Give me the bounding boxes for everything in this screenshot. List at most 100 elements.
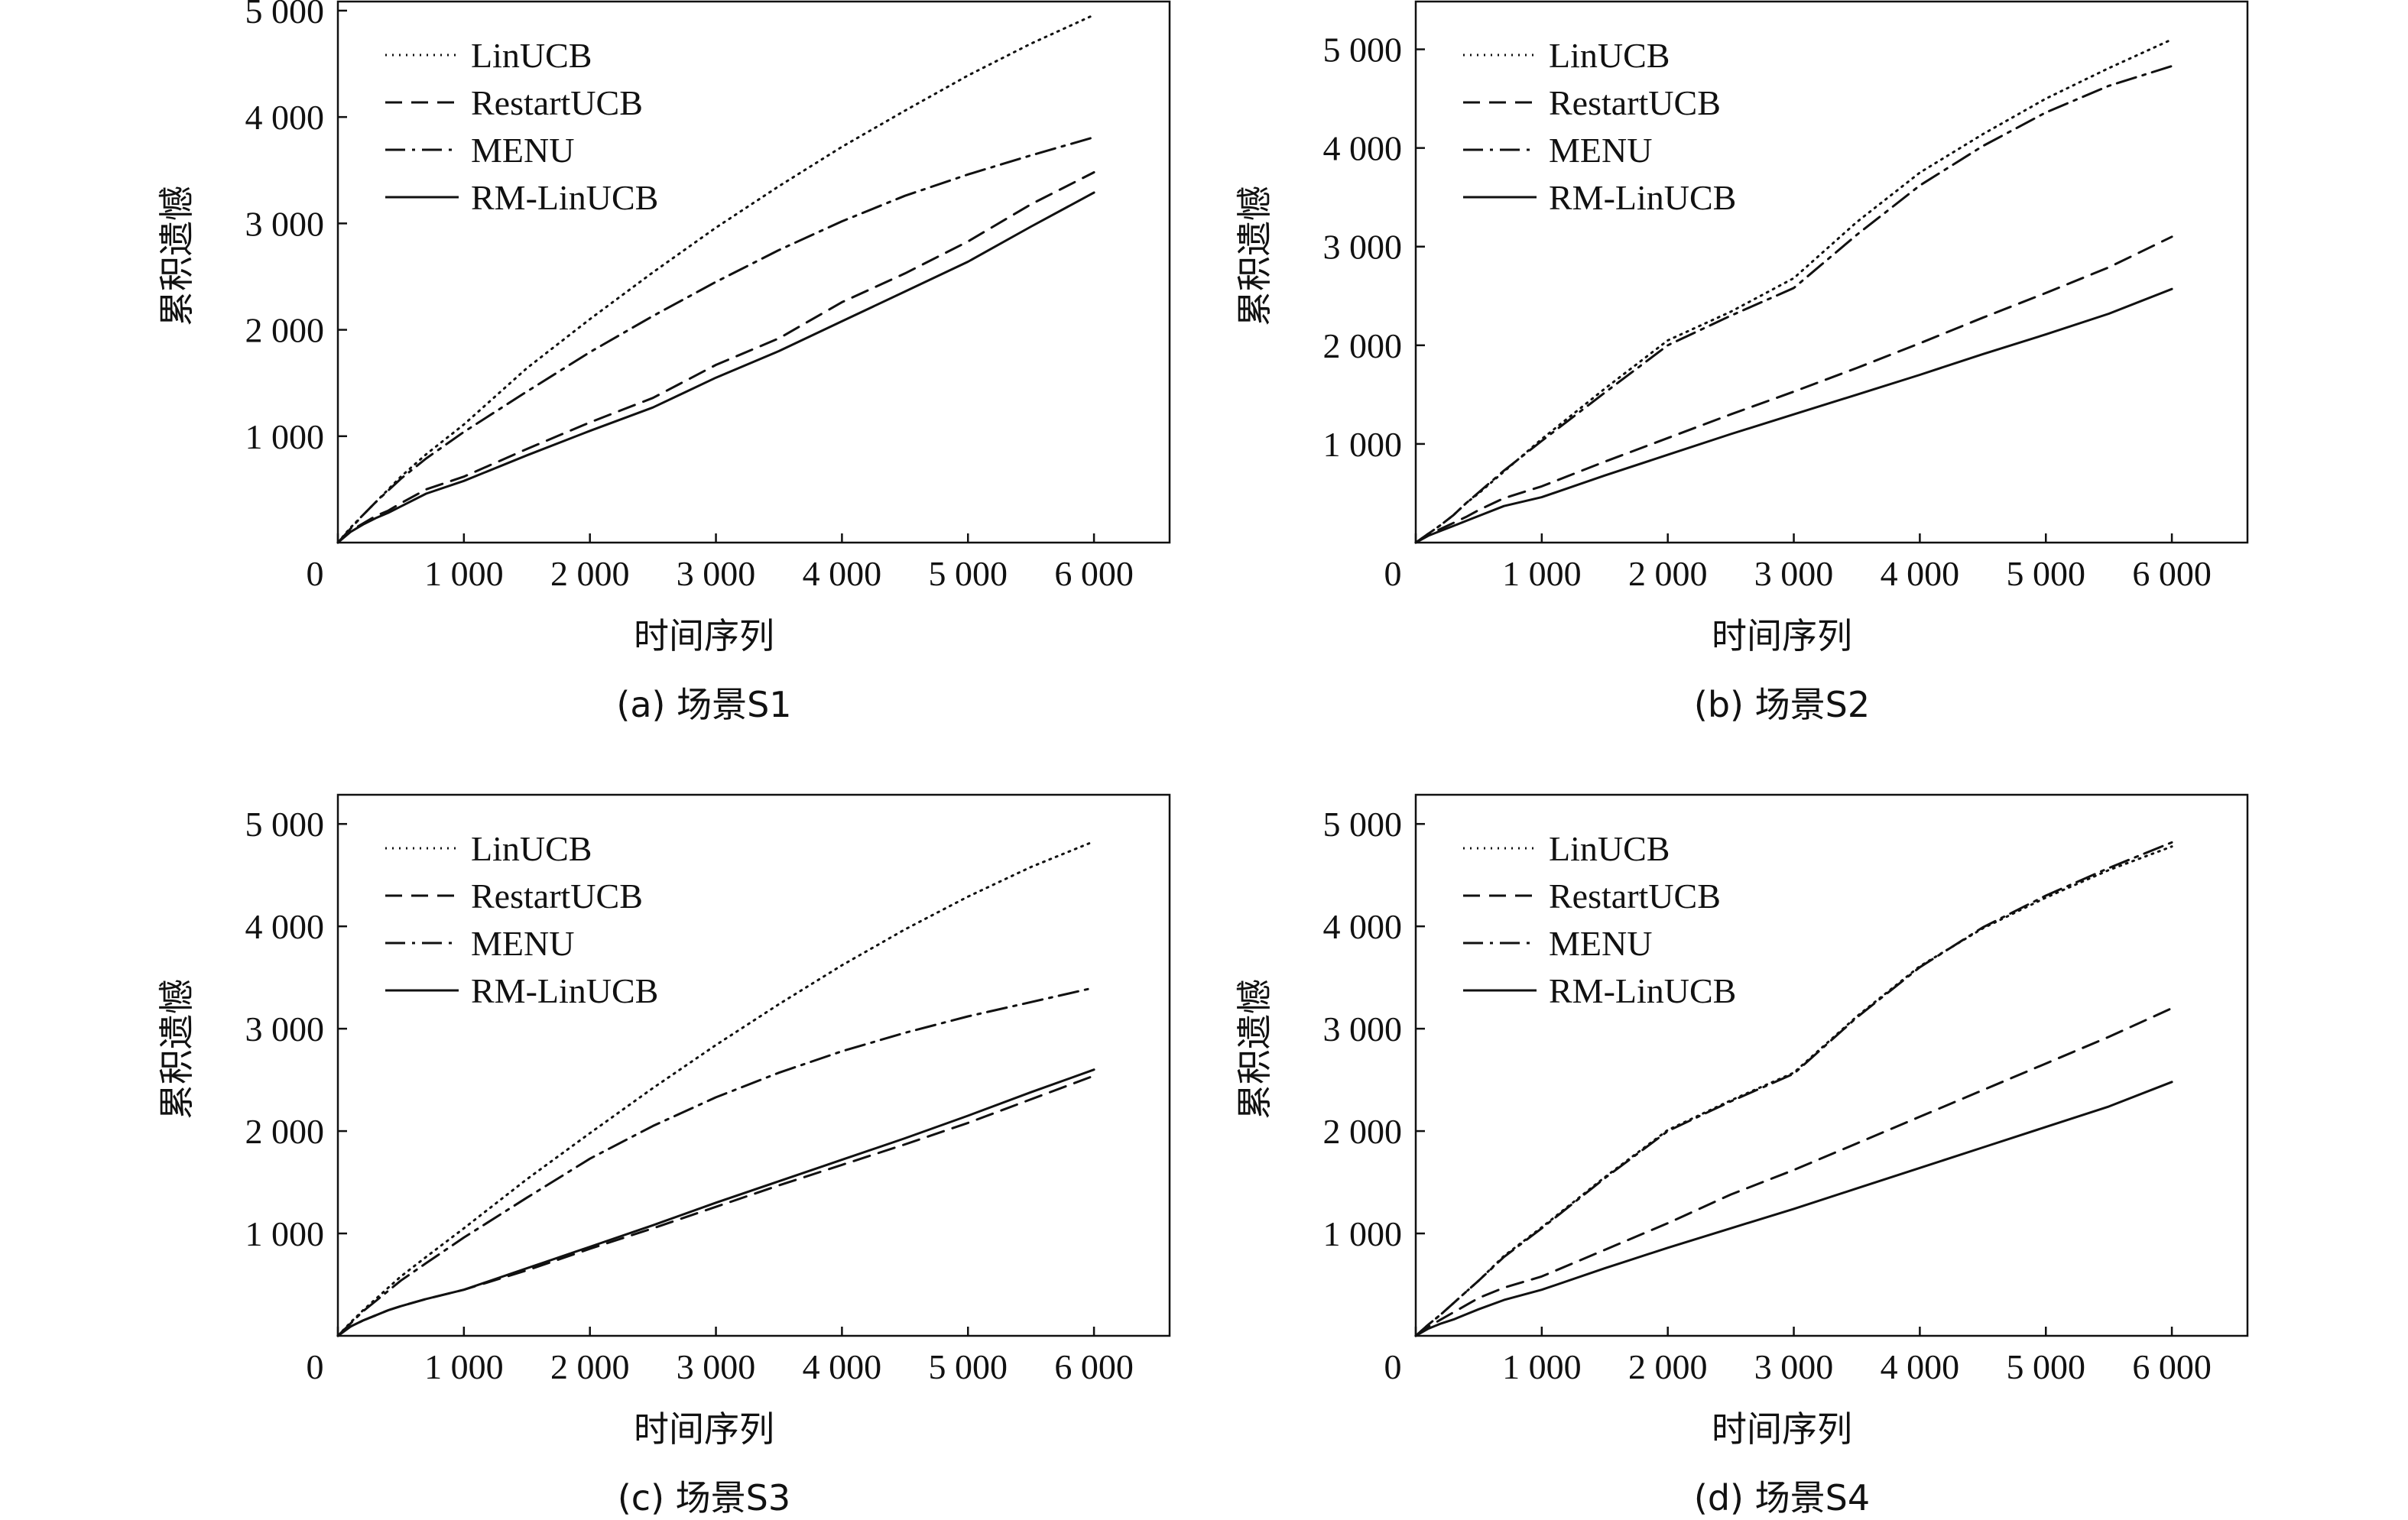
y-tick-label: 4 000 [245,907,325,946]
x-tick-label: 1 000 [424,1347,504,1386]
series-line-menu [1414,65,2173,544]
y-tick-label: 2 000 [245,311,325,350]
y-axis-label: 累积遗憾 [156,186,197,326]
legend-label: MENU [1549,131,1652,170]
legend-label: LinUCB [471,829,592,868]
legend: LinUCB RestartUCB MENU RM-LinUCB [385,829,658,1010]
legend-label: RM-LinUCB [1549,178,1736,217]
plot-frame [1414,793,2249,1337]
plot-frame [336,793,1171,1337]
y-tick-label: 1 000 [245,1214,325,1253]
x-tick-label: 6 000 [2132,554,2212,593]
x-tick-label: 0 [307,1347,324,1386]
y-axis-label: 累积遗憾 [1234,186,1275,326]
series-line-rm-linucb [336,1068,1095,1337]
series-line-rm-linucb [1414,1081,2173,1337]
x-axis-label: 时间序列 [634,615,774,656]
x-axis-label: 时间序列 [1712,1408,1852,1450]
x-tick-label: 4 000 [1881,1347,1960,1386]
y-axis-label: 累积遗憾 [156,979,197,1120]
x-tick-label: 6 000 [1054,554,1134,593]
y-tick-label: 4 000 [245,98,325,137]
legend-label: LinUCB [471,36,592,75]
x-tick-label: 6 000 [1054,1347,1134,1386]
y-tick-label: 5 000 [1323,805,1403,844]
chart-panel-1: 0 1 000 2 000 3 000 4 000 5 000 6 000 1 000 2 00… [156,0,1171,725]
chart-caption: (b) 场景S2 [1694,684,1870,725]
y-tick-label: 4 000 [1323,129,1403,168]
chart-panel-4: 0 1 000 2 000 3 000 4 000 5 000 6 000 1 000 2 00… [1234,793,2249,1518]
y-tick-label: 5 000 [1323,31,1403,70]
series-line-linucb [336,840,1095,1337]
y-tick-label: 3 000 [1323,1010,1403,1048]
series-line-rm-linucb [336,191,1095,544]
x-tick-label: 0 [1384,554,1402,593]
y-tick-label: 1 000 [1323,425,1403,464]
x-tick-label: 4 000 [803,1347,882,1386]
x-tick-label: 0 [307,554,324,593]
x-tick-label: 2 000 [550,1347,630,1386]
legend-label: RM-LinUCB [471,971,658,1010]
x-tick-label: 3 000 [677,1347,756,1386]
legend-label: RestartUCB [471,83,643,122]
y-tick-label: 5 000 [245,0,325,31]
y-axis-label: 累积遗憾 [1234,979,1275,1120]
series-line-rm-linucb [1414,287,2173,544]
y-tick-label: 3 000 [1323,228,1403,267]
y-tick-label: 2 000 [1323,1112,1403,1151]
legend-label: MENU [471,924,574,963]
x-tick-label: 0 [1384,1347,1402,1386]
series-line-restartucb [1414,235,2173,544]
y-tick-label: 2 000 [1323,326,1403,365]
chart-panel-3: 0 1 000 2 000 3 000 4 000 5 000 6 000 1 000 2 00… [156,793,1171,1518]
series-line-restartucb [336,1074,1095,1337]
y-tick-label: 3 000 [245,204,325,243]
x-tick-label: 2 000 [1628,554,1708,593]
legend-label: RestartUCB [1549,877,1721,916]
x-tick-label: 6 000 [2132,1347,2212,1386]
y-tick-label: 3 000 [245,1010,325,1048]
x-tick-label: 3 000 [1754,1347,1834,1386]
legend-label: RM-LinUCB [1549,971,1736,1010]
x-axis-label: 时间序列 [1712,615,1852,656]
x-tick-label: 2 000 [550,554,630,593]
x-tick-label: 1 000 [1502,1347,1582,1386]
x-tick-label: 5 000 [928,1347,1008,1386]
x-tick-label: 5 000 [928,554,1008,593]
x-tick-label: 1 000 [1502,554,1582,593]
series-line-linucb [1414,845,2173,1337]
series-line-restartucb [1414,1006,2173,1337]
chart-caption: (c) 场景S3 [618,1477,790,1518]
y-tick-label: 5 000 [245,805,325,844]
plot-frame [336,0,1171,544]
x-tick-label: 3 000 [677,554,756,593]
legend-label: MENU [1549,924,1652,963]
y-tick-label: 4 000 [1323,907,1403,946]
legend-label: LinUCB [1549,829,1670,868]
series-line-menu [1414,841,2173,1337]
legend-label: RestartUCB [471,877,643,916]
chart-panel-2: 0 1 000 2 000 3 000 4 000 5 000 6 000 1 000 2 00… [1234,0,2249,725]
legend-label: RM-LinUCB [471,178,658,217]
x-tick-label: 5 000 [2006,1347,2085,1386]
series-line-linucb [336,14,1095,544]
legend-label: MENU [471,131,574,170]
legend: LinUCB RestartUCB MENU RM-LinUCB [1463,36,1736,217]
x-tick-label: 4 000 [1881,554,1960,593]
x-tick-label: 3 000 [1754,554,1834,593]
chart-caption: (a) 场景S1 [616,684,791,725]
legend-label: LinUCB [1549,36,1670,75]
y-tick-label: 1 000 [1323,1214,1403,1253]
series-line-linucb [1414,38,2173,544]
chart-caption: (d) 场景S4 [1694,1477,1870,1518]
x-axis-label: 时间序列 [634,1408,774,1450]
y-tick-label: 2 000 [245,1112,325,1151]
x-tick-label: 5 000 [2006,554,2085,593]
series-line-menu [336,136,1095,544]
legend-label: RestartUCB [1549,83,1721,122]
x-tick-label: 4 000 [803,554,882,593]
y-tick-label: 1 000 [245,417,325,456]
plot-frame [1414,0,2249,544]
x-tick-label: 2 000 [1628,1347,1708,1386]
